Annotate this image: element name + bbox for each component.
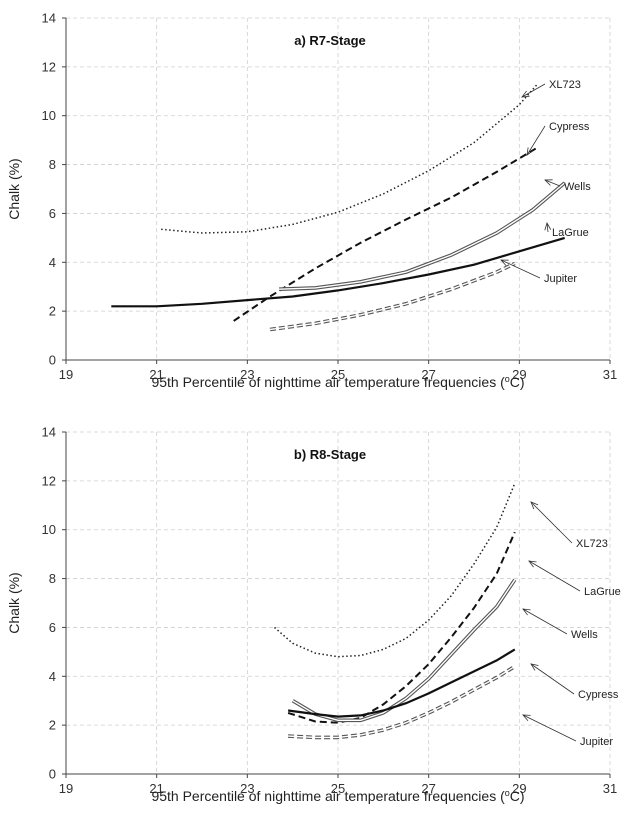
x-tick-label: 29 <box>512 367 526 382</box>
y-tick-label: 0 <box>49 353 56 368</box>
panel-r7-stage: 19 21 23 25 27 29 31 0 2 4 6 8 10 12 14 a) R7-Stage 95th… <box>6 11 617 391</box>
series-xl723-arrow <box>530 501 573 544</box>
series-label-cypress: Cypress <box>549 121 590 133</box>
x-tick-label: 21 <box>149 367 163 382</box>
series-label-lagrue: LaGrue <box>552 227 589 239</box>
x-tick-label: 27 <box>421 367 435 382</box>
series-label-jupiter: Jupiter <box>544 273 577 285</box>
series-lagrue-line <box>111 236 566 308</box>
x-tick-label: 31 <box>603 367 617 382</box>
y-axis-title: Chalk (%) <box>6 158 22 219</box>
series-cypress-arrow <box>526 125 546 156</box>
y-tick-label: 14 <box>42 11 56 26</box>
series-wells-line <box>291 578 517 723</box>
series-label-cypress: Cypress <box>578 689 619 701</box>
series-lagrue-line <box>287 531 516 724</box>
y-tick-label: 6 <box>49 206 56 221</box>
y-tick-label: 4 <box>49 255 56 270</box>
y-tick-label: 0 <box>49 767 56 782</box>
x-tick-label: 23 <box>240 367 254 382</box>
series-jupiter-line <box>288 664 516 740</box>
series-wells-line <box>279 181 566 291</box>
y-tick-label: 10 <box>42 522 56 537</box>
series-label-wells: Wells <box>571 629 598 641</box>
series-cypress-line <box>287 648 516 718</box>
series-label-xl723: XL723 <box>549 79 581 91</box>
y-tick-label: 4 <box>49 669 56 684</box>
series-lagrue-arrow <box>544 221 552 233</box>
x-tick-label: 23 <box>240 781 254 796</box>
y-tick-label: 12 <box>42 473 56 488</box>
x-tick-label: 29 <box>512 781 526 796</box>
series-xl723-line <box>274 483 516 658</box>
series-jupiter-arrow <box>522 714 577 742</box>
y-tick-label: 8 <box>49 571 56 586</box>
series-label-wells: Wells <box>564 181 591 193</box>
y-tick-label: 2 <box>49 718 56 733</box>
x-tick-label: 25 <box>331 781 345 796</box>
x-tick-label: 21 <box>149 781 163 796</box>
series-cypress-arrow <box>530 663 575 695</box>
y-tick-label: 6 <box>49 620 56 635</box>
x-tick-label: 25 <box>331 367 345 382</box>
series-label-xl723: XL723 <box>576 538 608 550</box>
y-tick-label: 8 <box>49 157 56 172</box>
x-axis-title: 95th Percentile of nighttime air tempera… <box>151 374 524 390</box>
series-label-lagrue: LaGrue <box>584 586 621 598</box>
x-tick-label: 27 <box>421 781 435 796</box>
panel-r8-stage: 19 21 23 25 27 29 31 0 2 4 6 8 10 12 14 b) R8-Stage 95th… <box>6 425 621 805</box>
chart-title: a) R7-Stage <box>294 33 366 48</box>
x-tick-label: 19 <box>59 367 73 382</box>
y-tick-label: 2 <box>49 304 56 319</box>
y-axis-title: Chalk (%) <box>6 572 22 633</box>
series-label-jupiter: Jupiter <box>580 736 613 748</box>
series-xl723-arrow <box>521 83 546 98</box>
chart-title: b) R8-Stage <box>294 447 366 462</box>
x-axis-title: 95th Percentile of nighttime air tempera… <box>151 788 524 804</box>
x-tick-label: 19 <box>59 781 73 796</box>
series-wells-arrow <box>544 179 561 187</box>
x-tick-label: 31 <box>603 781 617 796</box>
y-tick-label: 10 <box>42 108 56 123</box>
series-wells-arrow <box>522 608 568 635</box>
series-jupiter-line <box>269 261 516 332</box>
series-jupiter-arrow <box>500 259 541 279</box>
y-tick-label: 12 <box>42 59 56 74</box>
series-lagrue-arrow <box>528 560 581 592</box>
y-tick-label: 14 <box>42 425 56 440</box>
